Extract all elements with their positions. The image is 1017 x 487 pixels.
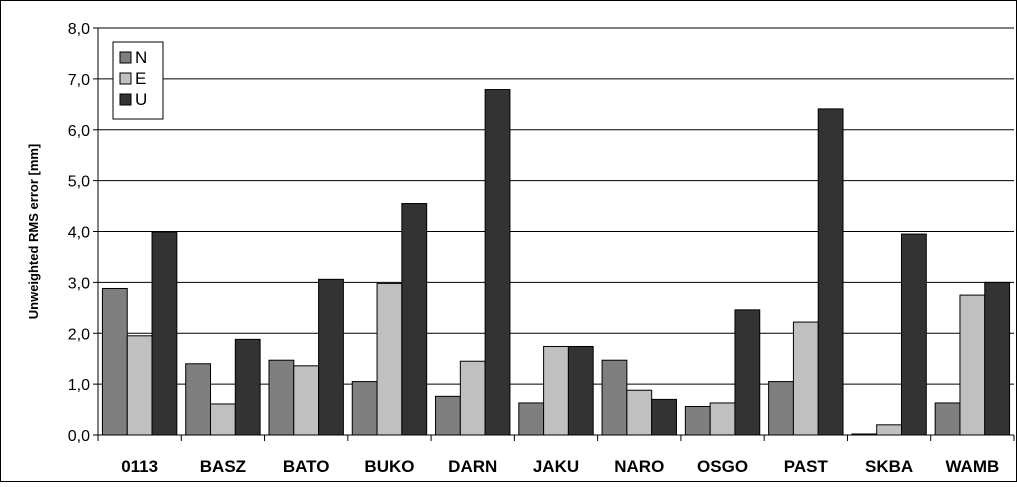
bar-basz-n	[185, 363, 212, 436]
x-tick-label: SKBA	[865, 457, 913, 476]
bar-past-u	[817, 108, 844, 436]
bar-basz-e	[210, 403, 236, 436]
bar-wamb-e	[959, 294, 986, 436]
bar-naro-n	[601, 359, 628, 436]
x-tick-label: 0113	[121, 457, 158, 476]
y-tick-label: 7,0	[68, 72, 90, 89]
x-tick-label: DARN	[448, 457, 497, 476]
x-tick-label: JAKU	[533, 457, 579, 476]
y-tick-label: 8,0	[68, 21, 90, 38]
y-tick-label: 3,0	[68, 275, 90, 292]
legend-label-e: E	[135, 69, 146, 88]
y-axis-title: Unweighted RMS error [mm]	[26, 144, 41, 320]
bar-bato-u	[318, 278, 344, 436]
legend-label-n: N	[135, 48, 147, 67]
bar-jaku-e	[543, 345, 569, 436]
x-tick-label: WAMB	[945, 457, 999, 476]
bar-naro-u	[651, 398, 677, 436]
bar-skba-e	[876, 424, 902, 436]
bar-basz-u	[234, 338, 261, 436]
bar-past-e	[792, 321, 819, 436]
bar-osgo-e	[709, 402, 736, 436]
bar-darn-n	[435, 395, 461, 436]
x-tick-label: BATO	[283, 457, 330, 476]
bar-0113-n	[101, 287, 128, 436]
bar-wamb-n	[934, 402, 961, 436]
x-tick-label: PAST	[784, 457, 829, 476]
x-tick-label: BUKO	[364, 457, 414, 476]
bar-0113-e	[126, 335, 153, 436]
x-tick-label: NARO	[614, 457, 664, 476]
legend-swatch-e	[119, 72, 132, 85]
legend-swatch-n	[119, 51, 132, 64]
bar-0113-u	[151, 231, 178, 436]
bar-buko-e	[376, 282, 403, 436]
bar-bato-e	[293, 365, 320, 436]
bar-buko-n	[351, 381, 378, 436]
bar-osgo-u	[734, 309, 761, 436]
y-tick-label: 2,0	[68, 326, 90, 343]
x-tick-label: OSGO	[697, 457, 748, 476]
bar-wamb-u	[984, 281, 1011, 436]
bar-buko-u	[401, 203, 428, 436]
bar-osgo-n	[684, 406, 711, 436]
bar-naro-e	[626, 389, 653, 436]
bar-darn-e	[459, 360, 486, 436]
legend-label-u: U	[135, 90, 147, 109]
bar-darn-u	[484, 89, 511, 436]
y-tick-label: 6,0	[68, 123, 90, 140]
x-tick-label: BASZ	[200, 457, 246, 476]
bar-jaku-n	[518, 402, 545, 436]
bar-jaku-u	[567, 345, 594, 436]
legend-swatch-u	[119, 93, 132, 106]
y-tick-label: 0,0	[68, 428, 90, 445]
y-tick-label: 1,0	[68, 377, 90, 394]
y-tick-label: 4,0	[68, 225, 90, 242]
y-tick-label: 5,0	[68, 174, 90, 191]
bar-bato-n	[268, 359, 295, 436]
bar-past-n	[768, 381, 794, 436]
bar-skba-u	[900, 233, 927, 436]
